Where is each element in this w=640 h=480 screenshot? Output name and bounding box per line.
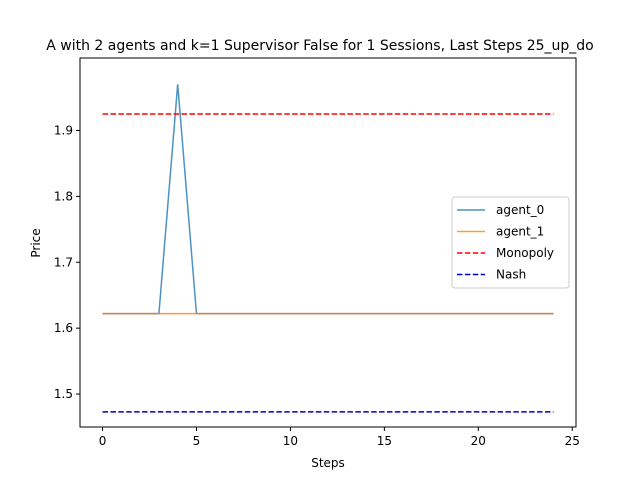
x-tick-label: 15 bbox=[377, 434, 392, 448]
x-tick-label: 0 bbox=[99, 434, 107, 448]
x-axis: 0 5 10 15 20 25 bbox=[99, 427, 580, 448]
legend-label-agent-1: agent_1 bbox=[496, 225, 544, 239]
x-tick-label: 20 bbox=[471, 434, 486, 448]
y-tick-label: 1.6 bbox=[54, 321, 73, 335]
x-tick-label: 5 bbox=[193, 434, 201, 448]
y-tick-label: 1.5 bbox=[54, 387, 73, 401]
chart-title: A with 2 agents and k=1 Supervisor False… bbox=[46, 38, 593, 54]
y-tick-label: 1.9 bbox=[54, 123, 73, 137]
legend-box bbox=[451, 196, 570, 289]
legend-label-nash: Nash bbox=[496, 268, 526, 282]
plot-frame bbox=[79, 57, 577, 428]
y-axis: 1.5 1.6 1.7 1.8 1.9 bbox=[54, 123, 80, 401]
plot-series bbox=[102, 84, 554, 413]
legend-label-monopoly: Monopoly bbox=[496, 246, 554, 260]
legend-label-agent-0: agent_0 bbox=[496, 203, 544, 217]
y-tick-label: 1.7 bbox=[54, 255, 73, 269]
x-axis-label: Steps bbox=[311, 456, 345, 470]
x-tick-label: 25 bbox=[565, 434, 580, 448]
legend: agent_0 agent_1 Monopoly Nash bbox=[451, 196, 570, 289]
y-axis-label: Price bbox=[29, 228, 43, 257]
y-tick-label: 1.8 bbox=[54, 189, 73, 203]
x-tick-label: 10 bbox=[283, 434, 298, 448]
